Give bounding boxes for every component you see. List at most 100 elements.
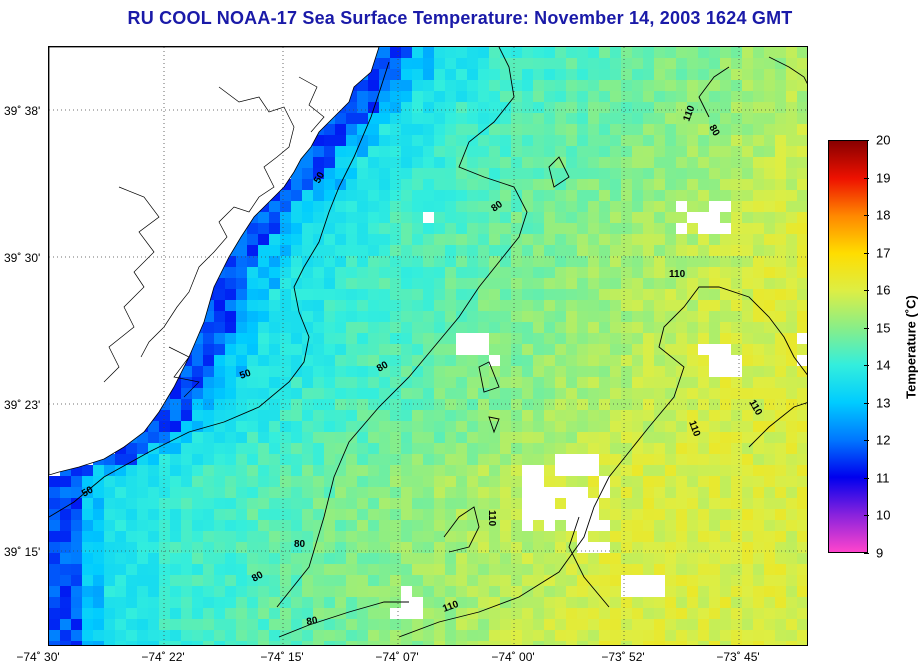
sst-pixel xyxy=(577,267,588,278)
bathymetry-contour xyxy=(568,516,610,608)
sst-pixel xyxy=(291,619,302,630)
sst-pixel xyxy=(533,179,544,190)
sst-pixel xyxy=(665,47,676,58)
sst-pixel xyxy=(643,432,654,443)
sst-pixel xyxy=(753,564,764,575)
sst-pixel xyxy=(368,267,379,278)
sst-pixel xyxy=(335,344,346,355)
sst-pixel xyxy=(379,377,390,388)
sst-pixel xyxy=(214,619,225,630)
sst-pixel xyxy=(599,575,610,586)
sst-pixel xyxy=(698,267,709,278)
sst-pixel xyxy=(313,586,324,597)
sst-pixel xyxy=(764,157,775,168)
sst-pixel xyxy=(335,564,346,575)
sst-pixel xyxy=(599,355,610,366)
sst-pixel xyxy=(49,641,60,645)
sst-pixel xyxy=(478,531,489,542)
sst-pixel xyxy=(236,245,247,256)
sst-pixel xyxy=(49,487,60,498)
sst-pixel xyxy=(566,597,577,608)
sst-pixel xyxy=(302,421,313,432)
sst-map[interactable]: 50 50 50 80 80 80 80 80 110 110 110 110 110 110 80 xyxy=(48,46,808,646)
sst-pixel xyxy=(434,311,445,322)
sst-pixel xyxy=(665,531,676,542)
sst-pixel xyxy=(665,454,676,465)
sst-pixel xyxy=(258,212,269,223)
sst-pixel xyxy=(478,399,489,410)
sst-pixel xyxy=(302,553,313,564)
sst-pixel xyxy=(335,641,346,645)
sst-pixel xyxy=(643,157,654,168)
sst-pixel xyxy=(621,69,632,80)
sst-pixel xyxy=(478,124,489,135)
sst-pixel xyxy=(291,179,302,190)
sst-pixel xyxy=(478,289,489,300)
sst-pixel xyxy=(753,267,764,278)
sst-pixel xyxy=(687,531,698,542)
sst-pixel xyxy=(390,388,401,399)
sst-pixel xyxy=(698,102,709,113)
sst-pixel xyxy=(753,443,764,454)
sst-pixel xyxy=(170,509,181,520)
sst-pixel xyxy=(676,410,687,421)
sst-pixel xyxy=(731,531,742,542)
sst-pixel xyxy=(236,256,247,267)
sst-pixel xyxy=(764,212,775,223)
sst-pixel xyxy=(412,366,423,377)
sst-pixel xyxy=(203,520,214,531)
sst-pixel xyxy=(720,102,731,113)
sst-pixel xyxy=(742,201,753,212)
sst-pixel xyxy=(654,190,665,201)
sst-pixel xyxy=(324,619,335,630)
sst-pixel xyxy=(665,564,676,575)
sst-pixel xyxy=(533,102,544,113)
sst-pixel xyxy=(577,421,588,432)
sst-pixel xyxy=(511,58,522,69)
sst-pixel xyxy=(742,432,753,443)
sst-pixel xyxy=(489,344,500,355)
sst-pixel xyxy=(280,542,291,553)
sst-pixel xyxy=(478,575,489,586)
sst-pixel xyxy=(599,190,610,201)
sst-pixel xyxy=(643,399,654,410)
sst-pixel xyxy=(423,575,434,586)
sst-pixel xyxy=(379,300,390,311)
sst-pixel xyxy=(302,245,313,256)
sst-pixel xyxy=(49,619,60,630)
sst-pixel xyxy=(797,597,807,608)
sst-pixel xyxy=(390,619,401,630)
sst-pixel xyxy=(280,421,291,432)
sst-pixel xyxy=(566,388,577,399)
sst-pixel xyxy=(742,355,753,366)
sst-pixel xyxy=(346,575,357,586)
sst-pixel xyxy=(610,630,621,641)
sst-pixel xyxy=(643,366,654,377)
sst-pixel xyxy=(533,355,544,366)
sst-pixel xyxy=(522,454,533,465)
sst-pixel xyxy=(522,388,533,399)
sst-pixel xyxy=(698,47,709,58)
sst-pixel xyxy=(335,388,346,399)
sst-pixel xyxy=(665,212,676,223)
sst-pixel xyxy=(214,399,225,410)
sst-pixel xyxy=(797,344,807,355)
sst-pixel xyxy=(456,432,467,443)
sst-pixel xyxy=(379,597,390,608)
sst-pixel xyxy=(599,113,610,124)
sst-pixel xyxy=(577,432,588,443)
sst-pixel xyxy=(588,619,599,630)
sst-pixel xyxy=(511,157,522,168)
sst-pixel xyxy=(104,564,115,575)
sst-pixel xyxy=(236,267,247,278)
sst-pixel xyxy=(797,520,807,531)
sst-pixel xyxy=(225,630,236,641)
sst-pixel xyxy=(533,366,544,377)
sst-pixel xyxy=(709,157,720,168)
sst-pixel xyxy=(500,355,511,366)
sst-pixel xyxy=(390,476,401,487)
sst-pixel xyxy=(533,58,544,69)
sst-pixel xyxy=(764,520,775,531)
sst-pixel xyxy=(302,619,313,630)
sst-pixel xyxy=(302,586,313,597)
